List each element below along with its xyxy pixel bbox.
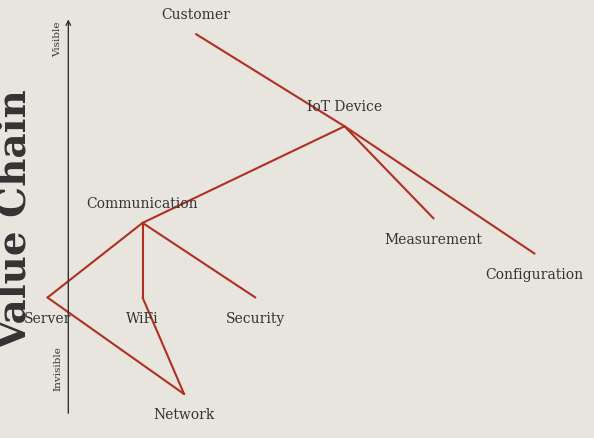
Text: Invisible: Invisible — [53, 345, 62, 390]
Text: Communication: Communication — [87, 196, 198, 210]
Text: Security: Security — [226, 311, 285, 325]
Text: Visible: Visible — [53, 22, 62, 57]
Text: Customer: Customer — [162, 8, 230, 22]
Text: Measurement: Measurement — [385, 232, 482, 246]
Text: IoT Device: IoT Device — [307, 100, 382, 114]
Text: Network: Network — [153, 407, 215, 421]
Text: Value Chain: Value Chain — [0, 89, 34, 349]
Text: Server: Server — [24, 311, 71, 325]
Text: Configuration: Configuration — [485, 267, 584, 281]
Text: WiFi: WiFi — [127, 311, 159, 325]
